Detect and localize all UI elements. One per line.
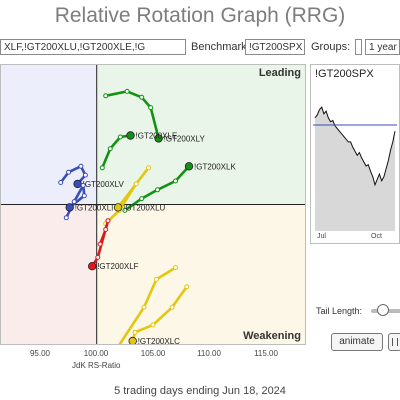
- tail-point: [146, 165, 151, 171]
- tail-point: [117, 134, 123, 140]
- benchmark-label: Benchmark:: [191, 41, 250, 53]
- x-tick: 115.00: [254, 349, 278, 358]
- tail-point: [148, 105, 154, 111]
- weakening-quadrant: [96, 204, 305, 344]
- tail-point: [80, 182, 86, 188]
- benchmark-chart-panel: !GT200SPX Jul Oct: [310, 64, 400, 244]
- x-tick: 110.00: [197, 349, 221, 358]
- side-line: [314, 106, 396, 187]
- rrg-graph: !GT200XLY !GT200XLE !GT200XLK !GT200XLV !GT2…: [0, 64, 306, 345]
- toolbar: XLF,!GT200XLU,!GT200XLE,!G Benchmark: !G…: [0, 38, 400, 60]
- head-point[interactable]: [73, 179, 82, 189]
- tail-point: [97, 241, 103, 247]
- tail-point: [173, 265, 178, 271]
- rrg-plot: !GT200XLY!GT200XLE !GT200XLK !GT200XLV !GT2…: [1, 65, 305, 344]
- tail-line: [101, 134, 132, 170]
- head-point[interactable]: [126, 131, 135, 140]
- series-label: !GT200XLU: [123, 203, 165, 212]
- x-tick: 105.00: [140, 349, 166, 358]
- tail-point: [81, 193, 87, 199]
- tail-point: [71, 199, 77, 205]
- x-tick: 100.00: [83, 349, 109, 358]
- series-label: !GT200XLI: [75, 203, 114, 212]
- tail-point: [133, 181, 139, 187]
- groups-label: Groups:: [311, 41, 351, 53]
- tail-point: [58, 180, 64, 185]
- page-title: Relative Rotation Graph (RRG): [54, 4, 346, 27]
- tail-point: [141, 304, 147, 310]
- benchmark-input[interactable]: !GT200SPX: [245, 39, 305, 55]
- benchmark-line-chart: [313, 85, 397, 231]
- x-tick: 95.00: [29, 349, 51, 358]
- weakening-label: Weakening: [243, 330, 301, 342]
- series-label: !GT200XLC: [138, 337, 180, 344]
- animate-button[interactable]: animate: [331, 333, 383, 351]
- groups-select[interactable]: [355, 39, 362, 55]
- tail-point: [150, 322, 156, 328]
- tail-point: [139, 196, 145, 202]
- tail-point: [99, 165, 105, 171]
- series-label: !GT200XLY: [164, 134, 206, 143]
- series-label: !GT200XLF: [97, 262, 138, 271]
- side-area: [315, 107, 395, 231]
- tail-point: [105, 218, 111, 224]
- tail-point: [95, 254, 101, 260]
- head-point[interactable]: [154, 134, 163, 143]
- tail-point: [103, 93, 109, 99]
- tail-point: [122, 207, 128, 213]
- head-point[interactable]: [128, 336, 137, 344]
- x-axis: 95.00 100.00 105.00 110.00 115.00 JdK RS…: [0, 349, 306, 373]
- tail-length-slider-thumb[interactable]: [377, 304, 389, 316]
- tail-point: [132, 329, 138, 335]
- tail-point: [78, 163, 84, 169]
- pause-button[interactable]: [388, 333, 400, 351]
- tail-point: [124, 88, 130, 94]
- tail-point: [63, 215, 69, 221]
- series-label: !GT200XLV: [83, 180, 125, 189]
- tail-length-label: Tail Length:: [316, 306, 363, 316]
- tail-point: [82, 172, 88, 178]
- head-point[interactable]: [184, 162, 194, 171]
- tail-point: [139, 94, 145, 100]
- symbols-input[interactable]: XLF,!GT200XLU,!GT200XLE,!G: [0, 39, 186, 55]
- head-point[interactable]: [65, 203, 74, 212]
- tail-point: [184, 284, 190, 290]
- head-point[interactable]: [113, 203, 123, 212]
- lagging-quadrant: [1, 204, 97, 344]
- side-x-tick: Jul: [317, 233, 326, 240]
- series-label: !GT200XLE: [136, 132, 178, 141]
- tail-point: [155, 187, 160, 193]
- tail-point: [107, 146, 113, 152]
- x-axis-title: JdK RS-Ratio: [72, 361, 121, 370]
- period-select[interactable]: 1 year: [365, 39, 400, 55]
- series-label: !GT200XLK: [194, 162, 236, 171]
- pause-icon: [392, 338, 398, 346]
- tail-point: [153, 276, 159, 282]
- tail-point: [169, 304, 175, 310]
- tail-point: [103, 227, 109, 232]
- tail-point: [173, 178, 178, 184]
- benchmark-chart-title: !GT200SPX: [315, 68, 374, 80]
- head-point[interactable]: [87, 261, 97, 271]
- side-x-tick: Oct: [371, 233, 382, 240]
- leading-label: Leading: [258, 67, 301, 79]
- tail-point: [66, 169, 72, 175]
- date-range-caption: 5 trading days ending Jun 18, 2024: [114, 385, 286, 397]
